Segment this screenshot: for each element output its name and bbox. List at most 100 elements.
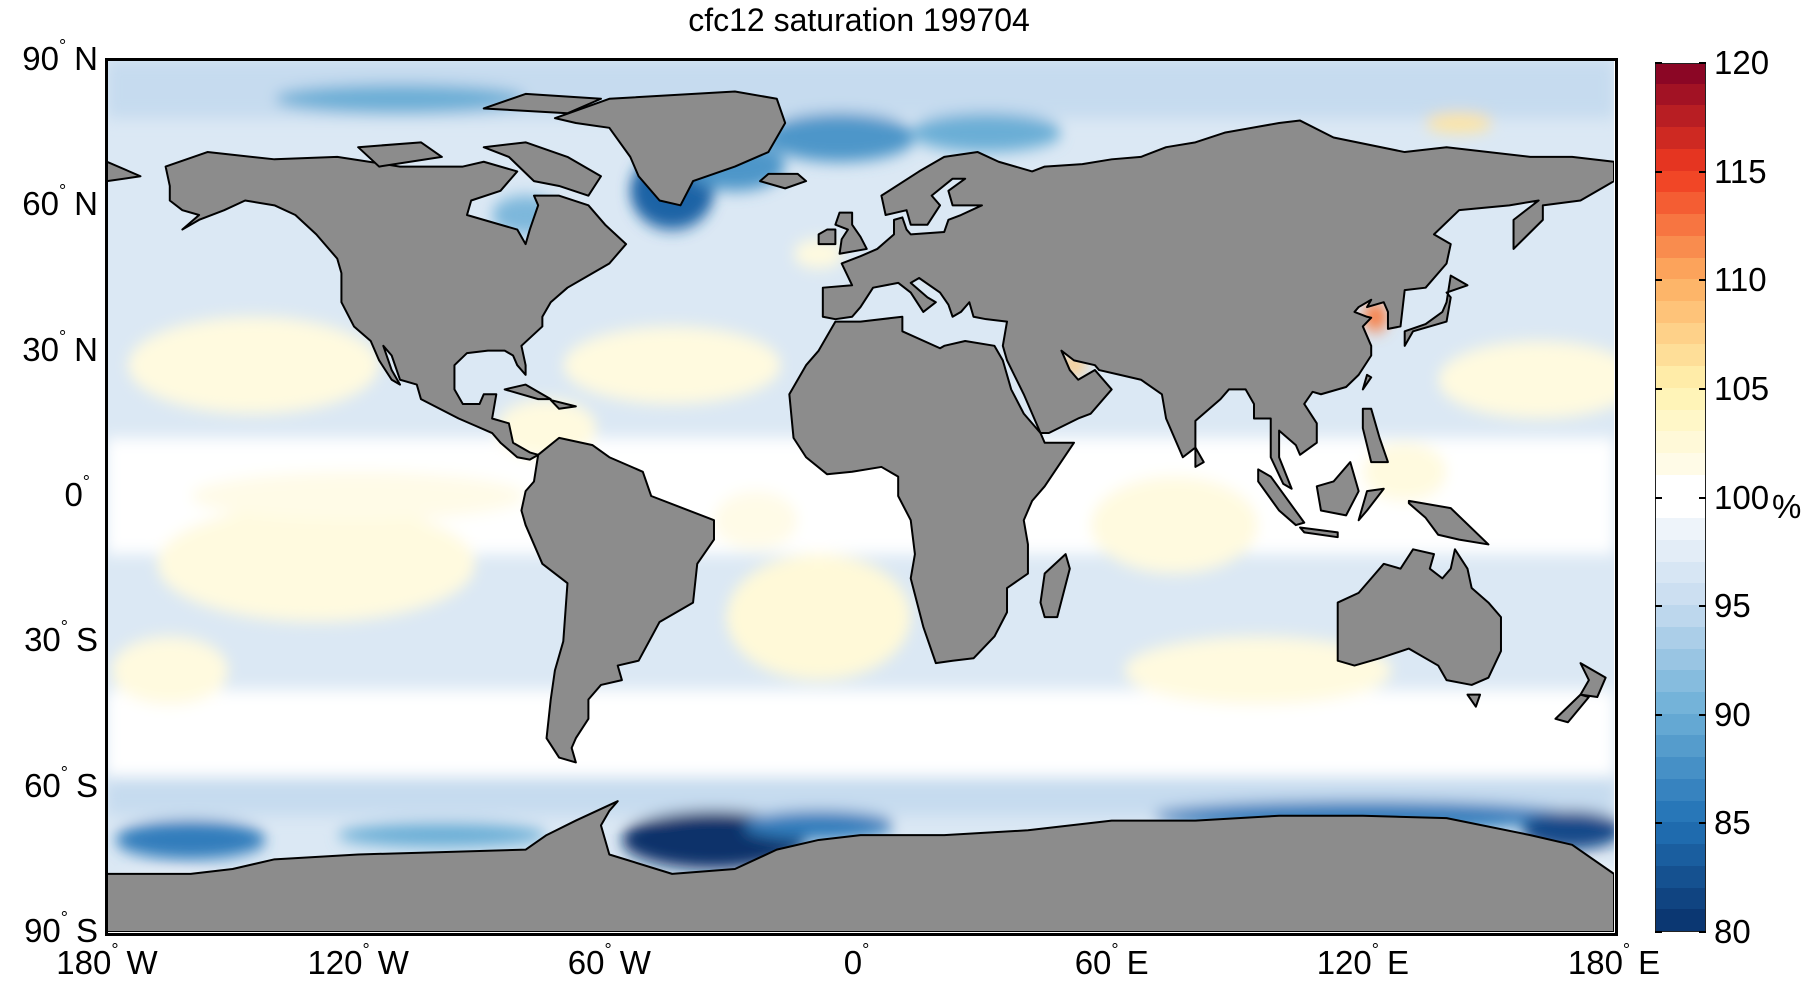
colorbar-band [1656, 713, 1705, 736]
land-victoria-island [358, 142, 442, 166]
colorbar-tick-label: 85 [1714, 804, 1751, 842]
lat-tick-label: 30° N [22, 326, 98, 368]
colorbar-tick [1655, 496, 1662, 499]
colorbar-tick [1655, 931, 1662, 933]
colorbar-band [1656, 343, 1705, 367]
land-tasmania [1467, 695, 1480, 707]
colorbar-tick-label: 100 [1714, 478, 1770, 516]
colorbar-tick [1655, 387, 1662, 390]
colorbar-band [1656, 626, 1705, 649]
land-sulawesi [1359, 489, 1384, 520]
saturation-patch [1438, 340, 1614, 419]
colorbar-tick-label: 95 [1714, 587, 1751, 625]
land-ellesmere-island [484, 94, 601, 113]
lon-tick-label: 120° E [1316, 940, 1409, 981]
lon-tick-label: 60° E [1074, 940, 1149, 981]
world-map [107, 60, 1614, 932]
colorbar-band [1656, 886, 1705, 910]
colorbar-band [1656, 539, 1705, 562]
colorbar-tick [1655, 170, 1662, 173]
colorbar-band [1656, 83, 1705, 106]
land-masses [107, 91, 1614, 932]
saturation-patch [111, 636, 229, 705]
colorbar-band [1656, 256, 1705, 280]
colorbar-tick-label: 90 [1714, 695, 1751, 733]
lat-tick-label: 90° S [24, 908, 98, 949]
colorbar-band [1656, 170, 1705, 193]
colorbar-tick [1655, 279, 1662, 282]
saturation-patch [910, 113, 1062, 153]
colorbar-tick-label: 115 [1714, 152, 1767, 190]
land-baffin-island [484, 142, 601, 195]
saturation-field [107, 60, 1614, 908]
colorbar-tick-label: 120 [1714, 44, 1770, 81]
saturation-patch [1090, 476, 1259, 574]
land-taiwan [1363, 375, 1371, 390]
lat-tick-label: 0° [64, 472, 90, 513]
map-title: cfc12 saturation 199704 [688, 2, 1030, 38]
colorbar-band [1656, 452, 1705, 475]
colorbar-band [1656, 691, 1705, 714]
saturation-patch [190, 471, 526, 521]
saturation-patch [1425, 113, 1493, 133]
colorbar-tick [1699, 931, 1706, 933]
colorbar-tick [1699, 605, 1706, 608]
colorbar-tick [1655, 62, 1662, 64]
colorbar-band [1656, 278, 1705, 301]
saturation-patch [1362, 302, 1388, 332]
colorbar-tick [1655, 713, 1662, 716]
colorbar-tick [1699, 496, 1706, 499]
land-great-britain [835, 213, 866, 254]
colorbar-band [1656, 517, 1705, 540]
lon-tick-label: 180° E [1567, 940, 1661, 981]
land-antarctica [107, 801, 1614, 932]
colorbar-tick [1699, 387, 1706, 390]
land-south-america [521, 438, 714, 763]
colorbar-band [1656, 734, 1705, 758]
lat-tick-label: 90° N [22, 36, 98, 77]
colorbar-tick-label: 110 [1714, 261, 1767, 299]
colorbar-band [1656, 64, 1705, 84]
colorbar-band [1656, 235, 1705, 258]
colorbar-band [1656, 561, 1705, 584]
colorbar-band [1656, 756, 1705, 779]
land-madagascar [1041, 554, 1070, 617]
land-borneo [1317, 462, 1359, 515]
saturation-patch [107, 689, 1614, 777]
lon-tick-label: 180° W [56, 940, 158, 981]
land-hispaniola [551, 400, 576, 409]
saturation-patch [337, 823, 547, 848]
saturation-patch [127, 316, 380, 414]
colorbar-band [1656, 821, 1705, 845]
land-philippines [1363, 409, 1388, 462]
land-new-guinea [1409, 501, 1489, 545]
colorbar-band [1656, 865, 1705, 888]
saturation-patch [274, 84, 526, 114]
land-australia [1338, 549, 1501, 685]
saturation-patch [764, 113, 915, 162]
colorbar-band [1656, 800, 1705, 823]
land-greenland [555, 91, 785, 205]
land-new-zealand-north [1581, 663, 1606, 697]
colorbar-tick [1699, 62, 1706, 64]
colorbar-band [1656, 843, 1705, 866]
colorbar-band [1656, 908, 1705, 931]
saturation-patch [563, 326, 781, 404]
saturation-patch [157, 505, 476, 622]
saturation-patch [115, 820, 267, 860]
lon-tick-label: 120° W [307, 940, 409, 981]
colorbar-band [1656, 582, 1705, 606]
saturation-patch [726, 554, 911, 681]
colorbar-band [1656, 495, 1705, 519]
lat-tick-label: 30° S [24, 617, 98, 659]
colorbar-band [1656, 387, 1705, 410]
land-sri-lanka [1195, 448, 1203, 467]
colorbar-band [1656, 213, 1705, 236]
land-north-america [166, 152, 626, 460]
colorbar-band [1656, 409, 1705, 432]
land-japan [1405, 276, 1468, 346]
lat-tick-label: 60° S [24, 762, 98, 804]
colorbar-band [1656, 430, 1705, 454]
colorbar-band [1656, 474, 1705, 497]
colorbar-tick [1699, 170, 1706, 173]
